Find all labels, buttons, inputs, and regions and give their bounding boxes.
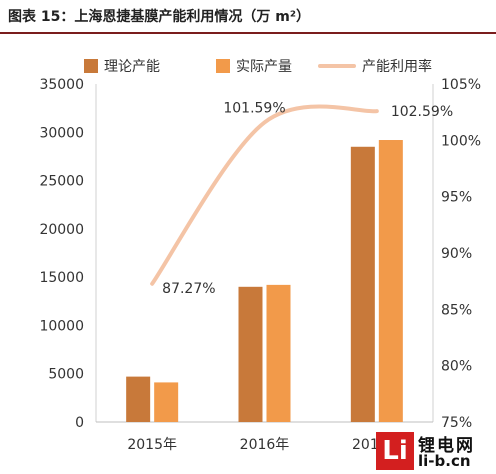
logo-mark: Li [376,432,414,470]
y-right-tick-label: 75% [441,415,472,431]
y-right-tick-label: 85% [441,302,472,318]
li-b-logo: Li 锂电网 li-b.cn [376,430,494,472]
utilization-data-label: 87.27% [162,281,215,297]
y-right-tick-label: 90% [441,246,472,262]
utilization-data-label: 102.59% [391,104,453,120]
y-right-tick-label: 95% [441,190,472,206]
y-left-tick-label: 15000 [39,270,84,286]
y-left-tick-label: 30000 [39,125,84,141]
title-rule [0,32,496,34]
y-left-tick-label: 20000 [39,222,84,238]
capacity-bar [350,146,375,422]
y-right-tick-label: 100% [441,133,481,149]
chart-data-labels: 87.27% 101.59% 102.59% [162,100,453,296]
y-right-tick-label: 80% [441,359,472,375]
chart-bars [126,140,403,423]
legend-swatch [216,59,230,73]
chart-axes: 0 5000 10000 15000 20000 25000 30000 35000 75% 80… [39,77,481,453]
chart-legend: 理论产能 实际产量 产能利用率 [84,58,432,75]
y-right-tick-label: 105% [441,77,481,93]
utilization-line [150,104,379,286]
legend-label: 理论产能 [104,59,160,75]
y-left-tick-label: 25000 [39,174,84,190]
output-bar [154,382,179,422]
capacity-bar [126,376,151,422]
x-tick-label: 2016年 [240,437,290,453]
chart-line [150,104,379,286]
chart-title: 图表 15：上海恩捷基膜产能利用情况（万 m²） [8,9,310,25]
utilization-data-label: 101.59% [223,100,285,116]
legend-label: 实际产量 [236,59,292,75]
output-bar [266,284,291,422]
output-bar [378,140,403,423]
x-tick-label: 2015年 [127,437,177,453]
logo-name: 锂电网 [418,436,475,456]
y-left-tick-label: 35000 [39,77,84,93]
logo-url: li-b.cn [418,452,471,470]
capacity-utilization-chart: 理论产能 实际产量 产能利用率 0 5000 10000 15000 20000 25000 3… [39,58,481,453]
legend-label: 产能利用率 [362,58,432,75]
legend-swatch [84,59,98,73]
y-left-tick-label: 10000 [39,318,84,334]
y-left-tick-label: 5000 [48,367,84,383]
capacity-bar [238,286,263,422]
y-left-tick-label: 0 [75,415,84,431]
